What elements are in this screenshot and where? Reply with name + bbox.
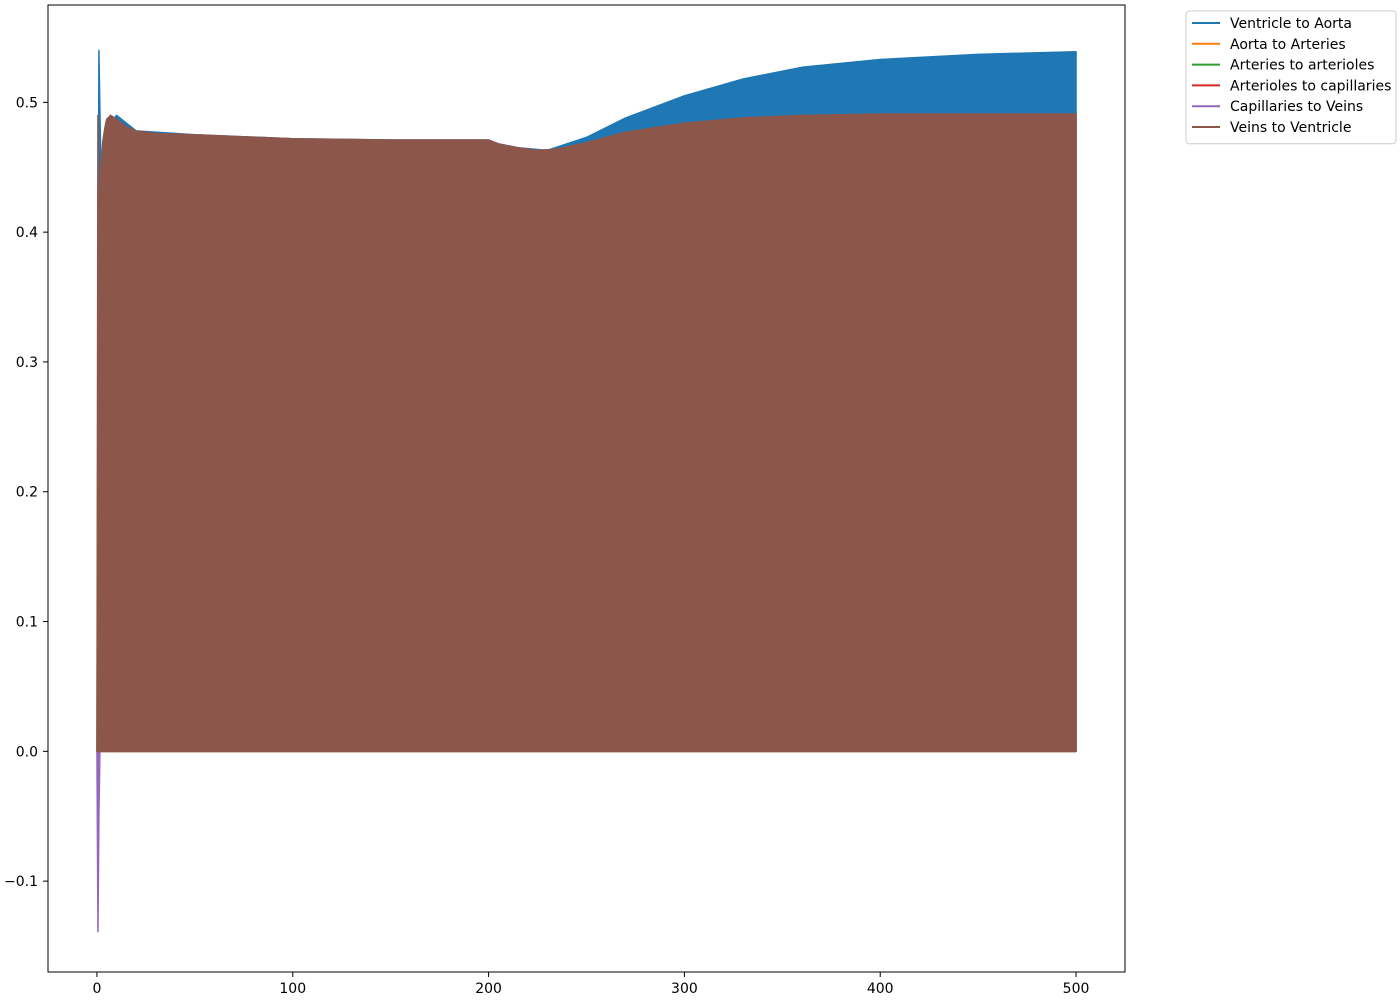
y-tick-label: 0.2: [16, 485, 38, 501]
y-tick-label: 0.1: [16, 615, 38, 631]
y-tick-label: 0.4: [16, 225, 38, 241]
legend-frame: [1185, 10, 1397, 145]
legend-label: Ventricle to Aorta: [1230, 16, 1352, 32]
y-tick-label: −0.1: [4, 874, 38, 890]
legend-label: Veins to Ventricle: [1230, 120, 1351, 136]
x-tick-label: 300: [671, 981, 698, 997]
y-tick-label: 0.3: [16, 355, 38, 371]
y-tick-label: 0.5: [16, 95, 38, 111]
plot-frame: [47, 4, 1126, 973]
y-axis: −0.1 0.0 0.1 0.2 0.3 0.4 0.5: [4, 95, 48, 890]
x-tick-label: 200: [475, 981, 502, 997]
plot-marks: [96, 49, 1077, 933]
x-tick-label: 100: [279, 981, 306, 997]
series-band-5: [96, 113, 1077, 753]
x-tick-label: 500: [1063, 981, 1090, 997]
x-axis: 0 100 200 300 400 500: [92, 972, 1089, 997]
legend-label: Arterioles to capillaries: [1230, 78, 1391, 94]
legend-label: Arteries to arterioles: [1230, 58, 1374, 74]
legend: Ventricle to Aorta Aorta to Arteries Arter…: [1185, 10, 1397, 145]
legend-label: Aorta to Arteries: [1230, 37, 1346, 53]
x-tick-label: 0: [92, 981, 101, 997]
legend-label: Capillaries to Veins: [1230, 99, 1363, 115]
series-band-4: [96, 750, 101, 933]
y-tick-label: 0.0: [16, 744, 38, 760]
x-tick-label: 400: [867, 981, 894, 997]
